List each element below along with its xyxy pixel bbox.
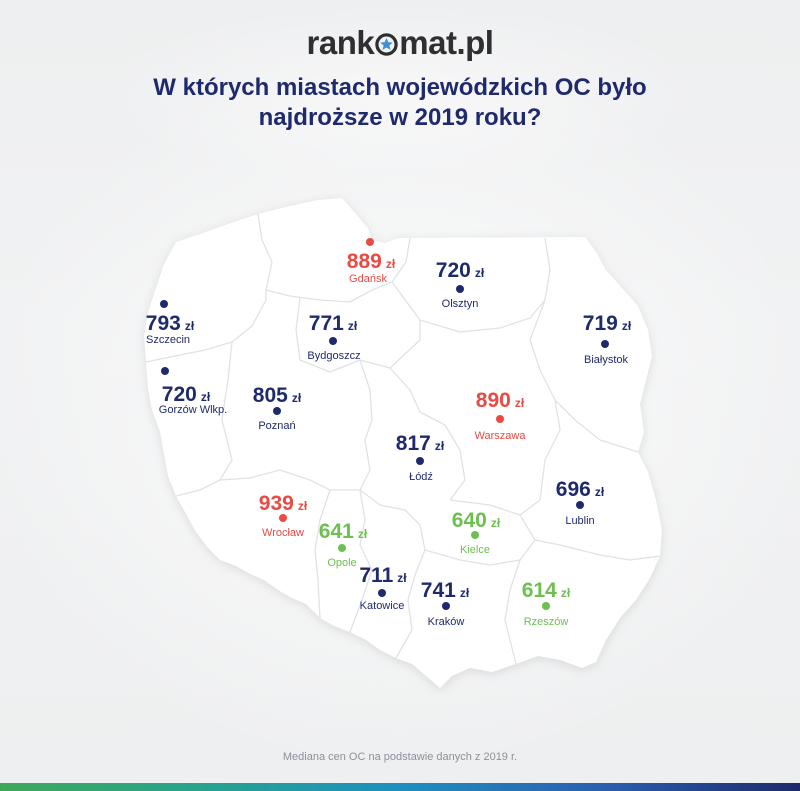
- voivodeship-border: [257, 213, 273, 300]
- logo-suffix: mat.pl: [399, 24, 494, 61]
- city-dot-olsztyn: [456, 285, 464, 293]
- voivodeship-border: [504, 559, 521, 665]
- price-warszawa: 890 zł: [475, 389, 525, 412]
- city-name-wroclaw: Wrocław: [262, 527, 304, 539]
- city-dot-gdansk: [366, 238, 374, 246]
- city-name-katowice: Katowice: [359, 600, 405, 612]
- price-poznan: 805 zł: [252, 384, 302, 407]
- price-olsztyn: 720 zł: [435, 259, 485, 282]
- page-title: W których miastach wojewódzkich OC było …: [0, 73, 800, 133]
- title-line-1: W których miastach wojewódzkich OC było: [153, 74, 647, 101]
- price-bialystok: 719 zł: [582, 312, 632, 335]
- city-name-warszawa: Warszawa: [474, 430, 526, 442]
- city-name-krakow: Kraków: [427, 616, 465, 628]
- logo-prefix: rank: [306, 24, 375, 61]
- voivodeship-border: [391, 281, 546, 333]
- city-dot-lublin: [576, 501, 584, 509]
- voivodeship-border: [175, 341, 233, 497]
- city-name-gdansk: Gdańsk: [349, 273, 387, 285]
- price-wroclaw: 939 zł: [258, 492, 308, 515]
- price-opole: 641 zł: [318, 520, 368, 543]
- price-gdansk: 889 zł: [346, 250, 396, 273]
- city-name-lublin: Lublin: [565, 515, 595, 527]
- price-szczecin: 793 zł: [145, 312, 195, 335]
- voivodeship-border: [314, 489, 331, 619]
- voivodeship-border: [534, 539, 661, 561]
- price-gorzow: 720 zł: [161, 383, 211, 406]
- logo: rank mat.pl: [0, 24, 800, 62]
- city-dot-wroclaw: [279, 514, 287, 522]
- logo-star-icon: [375, 33, 398, 56]
- city-dot-rzeszow: [542, 602, 550, 610]
- city-dot-kielce: [471, 531, 479, 539]
- voivodeship-border: [389, 367, 466, 501]
- city-dot-bialystok: [601, 340, 609, 348]
- voivodeship-border: [519, 399, 561, 516]
- city-name-gorzow: Gorzów Wlkp.: [158, 404, 228, 416]
- voivodeship-border: [529, 237, 639, 453]
- city-name-bydgoszcz: Bydgoszcz: [307, 350, 361, 362]
- city-name-poznan: Poznań: [258, 420, 296, 432]
- price-bydgoszcz: 771 zł: [308, 312, 358, 335]
- city-name-opole: Opole: [327, 557, 357, 569]
- voivodeship-border: [295, 297, 421, 373]
- city-dot-warszawa: [496, 415, 504, 423]
- city-name-rzeszow: Rzeszów: [523, 616, 569, 628]
- footer-note: Mediana cen OC na podstawie danych z 201…: [282, 751, 518, 763]
- voivodeship-border: [219, 469, 360, 491]
- voivodeship-border: [359, 359, 373, 491]
- poland-map-outline: [144, 198, 662, 688]
- title-line-2: najdroższe w 2019 roku?: [258, 104, 542, 131]
- city-name-olsztyn: Olsztyn: [441, 298, 479, 310]
- city-name-szczecin: Szczecin: [145, 334, 191, 346]
- city-name-lodz: Łódź: [409, 471, 433, 483]
- city-dot-poznan: [273, 407, 281, 415]
- price-rzeszow: 614 zł: [521, 579, 571, 602]
- price-krakow: 741 zł: [420, 579, 470, 602]
- voivodeship-border: [349, 489, 373, 633]
- city-name-kielce: Kielce: [460, 544, 490, 556]
- price-lodz: 817 zł: [395, 432, 445, 455]
- voivodeship-border: [265, 237, 411, 303]
- city-name-bialystok: Białystok: [583, 354, 629, 366]
- city-dot-gorzow: [161, 367, 169, 375]
- voivodeship-border: [424, 499, 536, 566]
- voivodeship-border: [145, 299, 267, 363]
- city-dot-lodz: [416, 457, 424, 465]
- price-kielce: 640 zł: [451, 509, 501, 532]
- city-dot-krakow: [442, 602, 450, 610]
- bottom-gradient-bar: [0, 783, 800, 791]
- city-dot-szczecin: [160, 300, 168, 308]
- city-dot-katowice: [378, 589, 386, 597]
- price-katowice: 711 zł: [359, 564, 407, 587]
- price-lublin: 696 zł: [555, 478, 605, 501]
- city-dot-opole: [338, 544, 346, 552]
- city-dot-bydgoszcz: [329, 337, 337, 345]
